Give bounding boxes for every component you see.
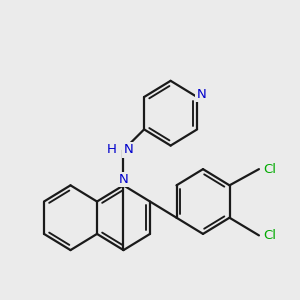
Text: N: N xyxy=(197,88,206,101)
Text: H: H xyxy=(107,143,117,157)
Text: N: N xyxy=(118,173,128,186)
Text: Cl: Cl xyxy=(263,229,276,242)
Text: Cl: Cl xyxy=(263,163,276,176)
Text: N: N xyxy=(124,143,133,157)
